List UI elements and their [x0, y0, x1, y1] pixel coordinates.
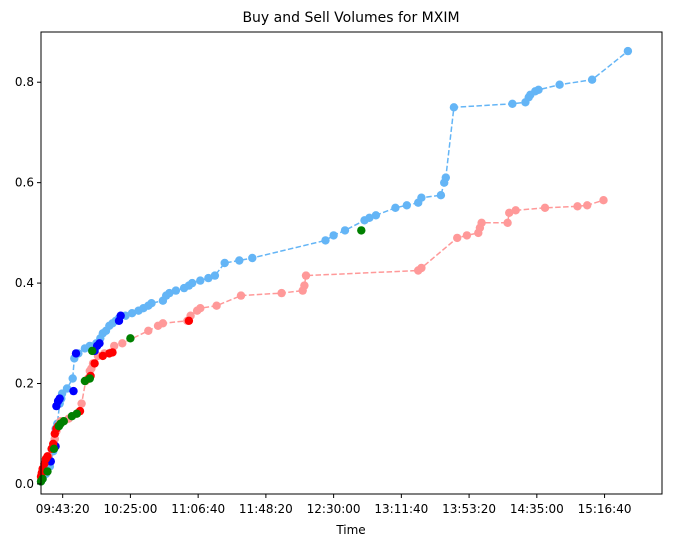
series-layer	[36, 46, 633, 486]
series-1-point-24	[118, 339, 127, 348]
series-3-point-18	[184, 316, 194, 325]
series-1-point-49	[573, 202, 582, 211]
series-4-point-6	[59, 417, 68, 426]
series-1-point-40	[453, 233, 462, 243]
series-0-point-64	[555, 80, 564, 89]
series-0-point-45	[329, 231, 338, 240]
series-0-point-63	[534, 85, 543, 95]
series-4-point-2	[43, 467, 52, 476]
series-4-point-12	[126, 334, 135, 343]
x-tick-label-3: 11:48:20	[239, 502, 293, 516]
series-2-point-11	[116, 311, 125, 320]
series-1-point-50	[583, 201, 592, 210]
series-1-point-36	[300, 281, 309, 290]
x-tick-label-5: 13:11:40	[374, 502, 428, 516]
series-0-point-66	[623, 46, 633, 56]
series-1-point-15	[77, 399, 86, 408]
series-4	[36, 226, 366, 486]
series-1-point-27	[158, 319, 168, 328]
series-0-point-53	[417, 193, 426, 202]
series-0-point-44	[321, 236, 330, 245]
series-0-point-49	[371, 211, 381, 220]
series-1-point-46	[505, 208, 514, 217]
series-0-point-54	[436, 191, 446, 200]
tick-layer: 09:43:20 10:25:00 11:06:40 11:48:20 12:30:00…	[15, 75, 632, 516]
series-0-point-41	[220, 258, 229, 268]
series-1-point-25	[144, 326, 153, 335]
series-0-point-11	[62, 384, 72, 393]
series-0-point-33	[165, 288, 174, 298]
series-0-point-65	[587, 75, 597, 84]
y-tick-label-3: 0.6	[15, 176, 34, 190]
series-0-point-57	[449, 103, 459, 112]
series-0-point-48	[365, 213, 374, 222]
series-1-point-34	[277, 288, 286, 298]
series-0-point-56	[441, 173, 450, 182]
series-0-point-43	[248, 253, 257, 263]
series-3-point-15	[98, 351, 108, 361]
series-2-point-6	[71, 349, 81, 358]
series-0-point-40	[210, 271, 220, 280]
y-tick-label-1: 0.2	[15, 377, 34, 391]
series-0-point-37	[188, 278, 197, 288]
series-0-point-30	[147, 299, 156, 308]
x-tick-label-7: 14:35:00	[510, 502, 564, 516]
series-4-point-1	[38, 474, 47, 484]
plot-frame	[40, 31, 663, 495]
series-2-point-4	[55, 394, 64, 403]
series-1-point-45	[503, 218, 512, 227]
series-0-point-50	[391, 203, 400, 212]
series-2-point-9	[95, 339, 104, 348]
y-tick-label-0: 0.0	[15, 477, 34, 491]
x-tick-label-2: 11:06:40	[171, 502, 225, 516]
series-1-point-31	[196, 304, 205, 313]
series-4-point-3	[49, 444, 59, 453]
chart-title: Buy and Sell Volumes for MXIM	[242, 10, 459, 26]
series-3-point-14	[90, 359, 99, 368]
series-0-point-51	[402, 201, 411, 210]
series-4-point-10	[85, 374, 95, 383]
x-tick-label-8: 15:16:40	[578, 502, 632, 516]
x-tick-label-0: 09:43:20	[36, 502, 90, 516]
series-1-point-37	[301, 271, 311, 280]
y-tick-label-2: 0.4	[15, 276, 34, 290]
y-tick-label-4: 0.8	[15, 75, 34, 89]
series-0-point-42	[235, 256, 244, 265]
x-tick-label-1: 10:25:00	[103, 502, 157, 516]
series-3-point-17	[108, 348, 117, 357]
series-0-point-58	[508, 99, 517, 109]
series-1-point-47	[511, 206, 520, 215]
x-axis-label: Time	[335, 523, 365, 537]
x-tick-label-4: 12:30:00	[307, 502, 361, 516]
series-1-point-41	[462, 231, 472, 240]
series-0-point-34	[171, 286, 181, 295]
series-1-point-44	[477, 218, 486, 227]
series-3-point-5	[43, 452, 52, 461]
series-0-point-46	[340, 226, 350, 235]
series-0-point-38	[196, 276, 205, 285]
series-0-point-39	[204, 273, 213, 283]
series-0-point-26	[127, 309, 137, 318]
series-4-point-8	[72, 409, 82, 418]
series-1-point-39	[417, 263, 426, 273]
series-1-point-32	[212, 301, 221, 310]
series-2-point-5	[69, 386, 78, 396]
series-4-point-11	[88, 346, 97, 356]
series-1-point-51	[599, 196, 608, 205]
series-4-point-13	[357, 226, 366, 235]
x-tick-label-6: 13:53:20	[442, 502, 496, 516]
series-1-point-23	[110, 341, 119, 351]
series-1-point-33	[236, 291, 246, 300]
series-1-point-48	[540, 203, 550, 212]
series-0-point-12	[68, 374, 77, 383]
